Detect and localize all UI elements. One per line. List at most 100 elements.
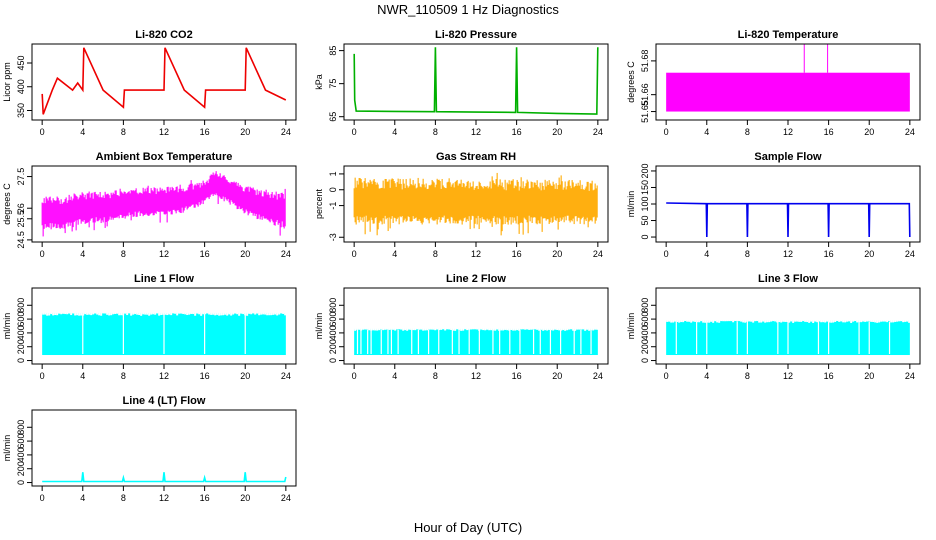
data-texture bbox=[512, 328, 515, 331]
data-texture bbox=[206, 312, 209, 314]
data-texture bbox=[384, 328, 387, 330]
data-texture bbox=[568, 328, 571, 330]
data-texture bbox=[144, 312, 147, 315]
x-tick-label: 0 bbox=[664, 371, 669, 381]
data-texture bbox=[186, 312, 189, 316]
y-tick-label: 50 bbox=[640, 216, 650, 226]
data-texture bbox=[124, 312, 127, 314]
data-texture bbox=[392, 328, 395, 330]
x-tick-label: 20 bbox=[864, 249, 874, 259]
data-texture bbox=[232, 312, 235, 315]
x-tick-label: 4 bbox=[392, 249, 397, 259]
x-tick-label: 24 bbox=[593, 371, 603, 381]
data-texture bbox=[702, 319, 705, 323]
data-texture bbox=[790, 319, 793, 322]
data-texture bbox=[804, 319, 807, 322]
data-texture bbox=[100, 312, 103, 316]
x-tick-label: 12 bbox=[471, 249, 481, 259]
data-texture bbox=[110, 312, 113, 316]
x-tick-label: 8 bbox=[745, 127, 750, 137]
data-texture bbox=[180, 312, 183, 314]
data-texture bbox=[542, 328, 545, 331]
plot-marks bbox=[41, 47, 287, 115]
panel-title: Line 2 Flow bbox=[446, 273, 506, 285]
data-texture bbox=[54, 312, 57, 316]
data-texture bbox=[672, 319, 675, 323]
data-texture bbox=[870, 319, 873, 322]
data-texture bbox=[78, 312, 81, 316]
plot-marks bbox=[666, 202, 911, 238]
data-texture bbox=[154, 312, 157, 315]
x-tick-label: 4 bbox=[392, 127, 397, 137]
data-texture bbox=[394, 328, 397, 331]
data-texture bbox=[786, 319, 789, 323]
x-tick-label: 8 bbox=[433, 249, 438, 259]
data-texture bbox=[450, 328, 453, 331]
data-texture bbox=[472, 328, 475, 330]
data-texture bbox=[448, 328, 451, 330]
data-texture bbox=[898, 319, 901, 322]
data-texture bbox=[796, 319, 799, 322]
data-texture bbox=[828, 319, 831, 323]
data-texture bbox=[446, 328, 449, 330]
x-tick-label: 4 bbox=[704, 249, 709, 259]
y-tick-label: 0 bbox=[16, 480, 26, 485]
plot-marks bbox=[354, 328, 599, 356]
y-tick-label: 800 bbox=[16, 420, 26, 435]
y-tick-label: -1 bbox=[328, 202, 338, 210]
data-texture bbox=[80, 312, 83, 316]
data-texture bbox=[694, 319, 697, 322]
data-texture bbox=[238, 312, 241, 316]
data-texture bbox=[254, 312, 257, 315]
data-texture bbox=[836, 319, 839, 322]
data-texture bbox=[164, 312, 167, 315]
data-texture bbox=[204, 312, 207, 315]
data-texture bbox=[892, 319, 895, 323]
data-texture bbox=[706, 319, 709, 323]
x-tick-label: 12 bbox=[783, 127, 793, 137]
data-texture bbox=[130, 312, 133, 316]
y-tick-label: 200 bbox=[16, 461, 26, 476]
data-texture bbox=[208, 312, 211, 315]
plot-marks bbox=[353, 172, 598, 236]
data-texture bbox=[202, 312, 205, 315]
data-texture bbox=[740, 319, 743, 322]
x-tick-label: 20 bbox=[240, 371, 250, 381]
data-texture bbox=[58, 312, 61, 314]
data-texture bbox=[280, 312, 283, 314]
data-texture bbox=[754, 319, 757, 322]
data-texture bbox=[572, 328, 575, 331]
y-tick-label: 85 bbox=[328, 46, 338, 56]
data-texture bbox=[358, 328, 361, 330]
data-texture bbox=[430, 328, 433, 330]
data-texture bbox=[84, 312, 87, 315]
data-texture bbox=[190, 312, 193, 314]
y-tick-label: 400 bbox=[328, 325, 338, 340]
data-texture bbox=[884, 319, 887, 322]
data-texture bbox=[166, 312, 169, 316]
panel-title: Line 4 (LT) Flow bbox=[123, 395, 206, 407]
plot-marks bbox=[41, 171, 286, 237]
data-texture bbox=[42, 312, 45, 315]
x-tick-label: 16 bbox=[200, 127, 210, 137]
data-texture bbox=[424, 328, 427, 331]
data-texture bbox=[564, 328, 567, 331]
data-texture bbox=[400, 328, 403, 330]
data-texture bbox=[162, 312, 165, 315]
data-texture bbox=[274, 312, 277, 315]
data-texture bbox=[260, 312, 263, 315]
data-texture bbox=[192, 312, 195, 315]
data-texture bbox=[704, 319, 707, 323]
data-texture bbox=[374, 328, 377, 331]
x-tick-label: 4 bbox=[80, 493, 85, 503]
data-texture bbox=[566, 328, 569, 331]
data-texture bbox=[506, 328, 509, 331]
data-texture bbox=[200, 312, 203, 316]
y-tick-label: 400 bbox=[16, 79, 26, 94]
y-tick-label: 100 bbox=[640, 196, 650, 211]
y-tick-label: 200 bbox=[328, 339, 338, 354]
panel-title: Gas Stream RH bbox=[436, 151, 516, 163]
y-tick-label: 24.5 bbox=[16, 231, 26, 249]
y-axis-label: degrees C bbox=[626, 61, 636, 103]
data-texture bbox=[552, 328, 555, 331]
